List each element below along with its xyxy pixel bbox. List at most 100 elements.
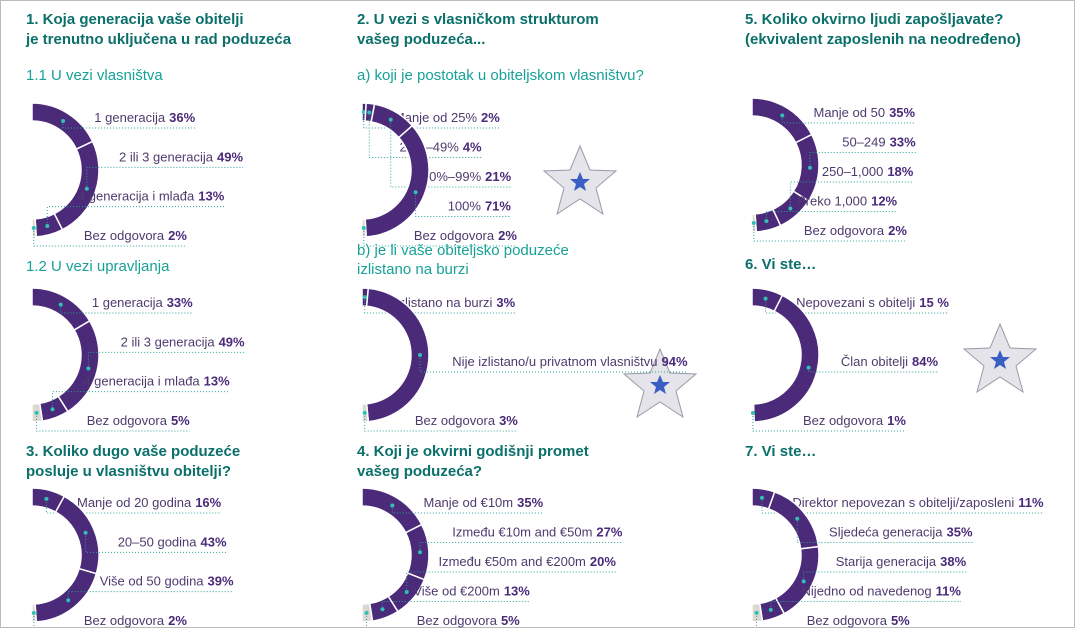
leader-dot	[413, 190, 418, 195]
leader-line	[808, 367, 939, 373]
category-label: Nepovezani s obitelji	[796, 295, 915, 310]
leader-line	[364, 297, 516, 314]
data-label: 20–50 godina 43%	[118, 535, 227, 550]
data-label: 50–249 33%	[842, 135, 916, 150]
arc-segment	[364, 124, 430, 238]
section-title: vašeg poduzeća...	[357, 31, 485, 48]
data-label: Bez odgovora 1%	[803, 413, 906, 428]
leader-line	[406, 571, 616, 592]
leader-line	[770, 601, 961, 610]
value-label: 3%	[496, 295, 515, 310]
leader-dot	[751, 220, 756, 225]
category-label: Više od 50 godina	[100, 574, 205, 589]
leader-line	[752, 412, 906, 432]
value-label: 2%	[168, 613, 187, 628]
value-label: 13%	[504, 584, 530, 599]
value-label: 71%	[485, 199, 511, 214]
star	[622, 347, 698, 419]
value-label: 35%	[947, 525, 973, 540]
value-label: 39%	[208, 574, 234, 589]
data-label: Nijedno od navedenog 11%	[802, 584, 962, 599]
section-title: posluje u vlasništvu obitelji?	[26, 463, 231, 480]
category-label: 100%	[448, 199, 482, 214]
leader-dot	[806, 365, 811, 370]
leader-line	[46, 206, 225, 226]
category-label: Član obitelji	[841, 354, 908, 369]
leader-dot	[364, 610, 369, 615]
data-label: Manje od 20 godina 16%	[77, 495, 222, 510]
leader-dot	[44, 496, 49, 501]
value-label: 35%	[889, 105, 915, 120]
arc-segment	[365, 287, 430, 423]
star	[542, 144, 618, 216]
value-label: 20%	[590, 554, 616, 569]
leader-dot	[362, 410, 367, 415]
value-label: 12%	[871, 194, 897, 209]
arc-segment	[53, 140, 100, 231]
value-label: 35%	[517, 495, 543, 510]
leader-dot	[764, 219, 769, 224]
leader-dot	[768, 607, 773, 612]
leader-dot	[763, 296, 768, 301]
leader-line	[390, 119, 512, 188]
category-label: Izlistano na burzi	[395, 295, 493, 310]
leader-line	[368, 112, 482, 158]
section-title: 5. Koliko okvirno ljudi zapošljavate?	[745, 11, 1003, 28]
data-label: Bez odgovora 2%	[804, 223, 907, 238]
leader-dot	[801, 579, 806, 584]
value-label: 94%	[662, 354, 688, 369]
category-label: Bez odgovora	[803, 413, 884, 428]
category-label: 1 generacija	[92, 295, 164, 310]
category-label: Između €50m and €200m	[438, 554, 585, 569]
data-label: Bez odgovora 5%	[807, 613, 910, 628]
data-label: 1 generacija 33%	[92, 295, 193, 310]
value-label: 38%	[940, 554, 966, 569]
data-label: Više od €200m 13%	[413, 584, 530, 599]
leader-line	[419, 542, 623, 553]
value-label: 49%	[219, 335, 245, 350]
data-label: 4 generacija i mlađa 13%	[83, 374, 230, 389]
data-label: Manje od 50 35%	[814, 105, 916, 120]
leader-dot	[361, 110, 366, 115]
leader-line	[809, 152, 916, 168]
leader-dot	[86, 366, 91, 371]
leader-dot	[61, 119, 66, 124]
value-label: 11%	[1018, 495, 1044, 510]
leader-dot	[759, 495, 764, 500]
section-title: 2. U vezi s vlasničkom strukturom	[357, 11, 599, 28]
data-label: Više od 50 godina 39%	[100, 574, 234, 589]
data-label: 50%–99% 21%	[422, 169, 512, 184]
leader-dot	[58, 302, 63, 307]
leader-line	[86, 166, 244, 189]
data-label: 4 generacija i mlađa 13%	[78, 189, 225, 204]
category-label: Direktor nepovezan s obitelji/zaposleni	[792, 495, 1014, 510]
category-label: Nije izlistano/u privatnom vlasništvu	[452, 354, 657, 369]
leader-dot	[367, 110, 372, 115]
arc-segment	[751, 97, 813, 144]
value-label: 13%	[198, 189, 224, 204]
leader-line	[33, 227, 187, 247]
leader-line	[803, 571, 967, 582]
leader-dot	[83, 530, 88, 535]
arc-segment	[31, 102, 94, 151]
data-label: 2 ili 3 generacija 49%	[121, 335, 245, 350]
leader-line	[33, 612, 35, 628]
value-label: 5%	[171, 413, 190, 428]
arc-segment	[361, 487, 423, 534]
leader-dot	[31, 225, 36, 230]
leader-line	[761, 497, 1044, 514]
data-label: Sljedeća generacija 35%	[829, 525, 973, 540]
value-label: 18%	[887, 164, 913, 179]
leader-line	[364, 412, 518, 432]
leader-dot	[50, 407, 55, 412]
category-label: Bez odgovora	[87, 413, 168, 428]
category-label: Manje od 50	[814, 105, 886, 120]
leader-line	[789, 181, 914, 209]
section-title: 3. Koliko dugo vaše poduzeće	[26, 443, 240, 460]
data-label: Manje od €10m 35%	[424, 495, 544, 510]
value-label: 5%	[501, 613, 520, 628]
leader-dot	[390, 503, 395, 508]
category-label: Bez odgovora	[415, 413, 496, 428]
section-subtitle: a) koji je postotak u obiteljskom vlasni…	[357, 67, 644, 84]
